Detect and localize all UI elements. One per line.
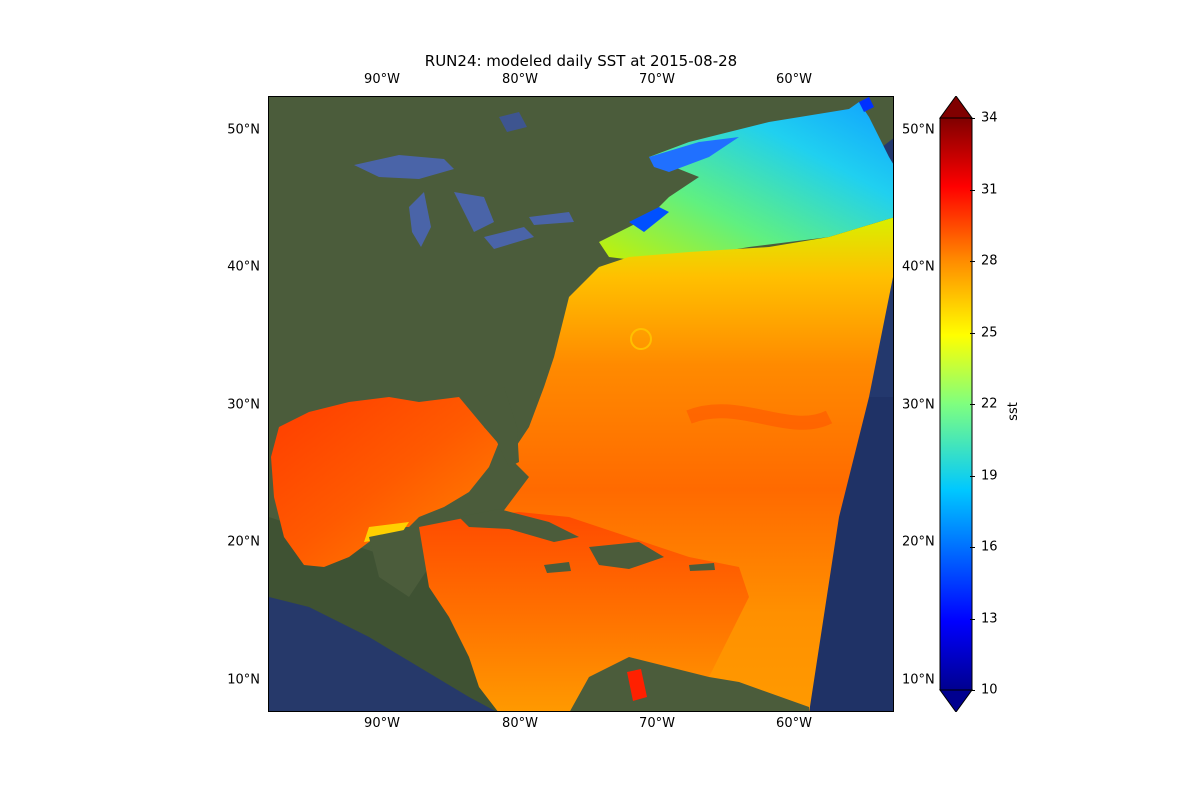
lake-erie [484, 227, 534, 249]
lat-tick-label-right: 50°N [902, 122, 935, 138]
sst-map [269, 97, 893, 711]
lat-tick-label-right: 10°N [902, 672, 935, 688]
lat-tick-label-left: 20°N [227, 534, 260, 550]
lat-tick-label-right: 20°N [902, 534, 935, 550]
lake-superior [354, 155, 454, 179]
colorbar-tick-label: 22 [981, 396, 998, 412]
lon-tick-label-top: 90°W [364, 72, 400, 87]
colorbar-tick-label: 16 [981, 539, 998, 555]
lon-tick-label-bottom: 60°W [776, 716, 812, 731]
sst-cold-coastal [649, 137, 739, 172]
colorbar-tick-label: 19 [981, 468, 998, 483]
colorbar-tick-mark [970, 189, 975, 191]
colorbar-extend-min [939, 689, 973, 712]
sst-northwest-atlantic [599, 102, 893, 262]
yucatan [369, 527, 429, 597]
lon-tick-label-top: 70°W [639, 72, 675, 87]
colorbar-tick-mark [970, 690, 975, 691]
florida [484, 387, 519, 467]
colorbar-extend-max [939, 96, 973, 119]
lake-small [499, 112, 527, 132]
sst-cold-coastal-3 [859, 97, 874, 112]
map-title: RUN24: modeled daily SST at 2015-08-28 [424, 52, 738, 70]
colorbar [939, 96, 973, 712]
jamaica [544, 562, 571, 573]
colorbar-tick-label: 25 [981, 325, 998, 340]
colorbar-tick-label: 31 [981, 182, 998, 197]
colorbar-tick-mark [970, 618, 975, 620]
puerto-rico [689, 563, 715, 571]
cuba [459, 509, 579, 542]
colorbar-tick-mark [970, 547, 975, 548]
sst-cold-coastal-2 [629, 207, 669, 232]
colorbar-tick-label: 34 [981, 110, 998, 126]
colorbar-gradient [939, 117, 973, 691]
colorbar-label: sst [1005, 402, 1021, 421]
lat-tick-label-left: 50°N [227, 122, 260, 138]
sst-caribbean [419, 512, 749, 711]
lon-tick-label-bottom: 90°W [364, 716, 400, 731]
lat-tick-label-left: 30°N [227, 397, 260, 413]
lon-tick-label-bottom: 70°W [639, 716, 675, 731]
lat-tick-label-left: 10°N [227, 672, 260, 688]
lat-tick-label-right: 40°N [902, 259, 935, 275]
map-panel [268, 96, 894, 712]
colorbar-tick-mark [970, 332, 975, 334]
colorbar-tick-mark [970, 475, 975, 477]
colorbar-tick-label: 28 [981, 253, 998, 269]
colorbar-tick-mark [970, 118, 975, 119]
deep-ocean-east [809, 397, 893, 711]
sst-lake-maracaibo [627, 669, 647, 701]
lake-ontario [529, 212, 574, 225]
sst-gulfstream-band [686, 404, 833, 430]
pacific-ocean [269, 597, 496, 711]
colorbar-tick-label: 13 [981, 611, 998, 626]
sst-eddy [630, 328, 652, 350]
sst-gulf-of-mexico [271, 397, 499, 567]
lake-michigan [409, 192, 431, 247]
hispaniola [589, 542, 664, 569]
lat-tick-label-left: 40°N [227, 259, 260, 275]
colorbar-tick-mark [970, 261, 975, 262]
colorbar-tick-label: 10 [981, 682, 998, 698]
lon-tick-label-top: 60°W [776, 72, 812, 87]
lat-tick-label-right: 30°N [902, 397, 935, 413]
south-america [570, 657, 809, 711]
lake-huron [454, 192, 494, 232]
lon-tick-label-top: 80°W [502, 72, 538, 87]
colorbar-tick-mark [970, 404, 975, 405]
lon-tick-label-bottom: 80°W [502, 716, 538, 731]
